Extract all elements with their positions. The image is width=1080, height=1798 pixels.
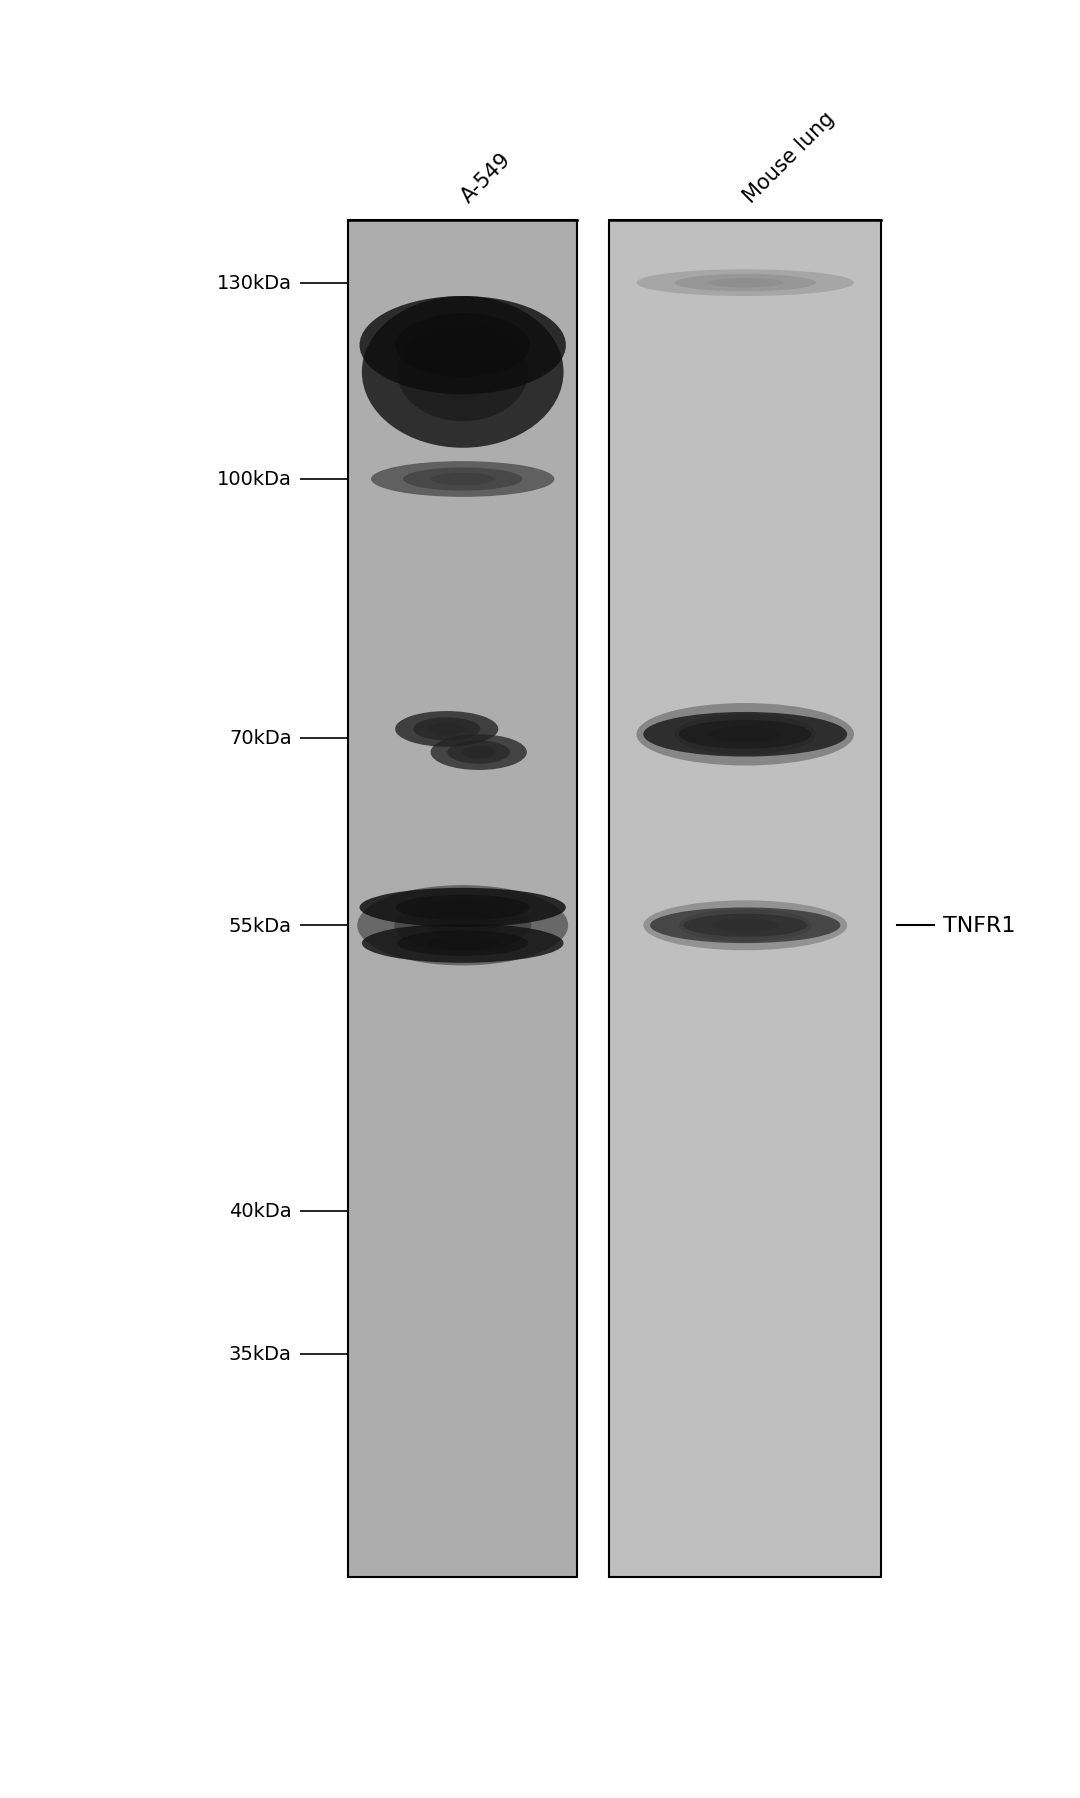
Ellipse shape <box>362 924 564 964</box>
Ellipse shape <box>710 917 781 935</box>
Ellipse shape <box>462 746 496 759</box>
Ellipse shape <box>679 910 811 942</box>
Ellipse shape <box>447 741 510 764</box>
Ellipse shape <box>710 726 781 743</box>
Ellipse shape <box>707 725 783 746</box>
Ellipse shape <box>431 735 527 771</box>
Ellipse shape <box>650 908 840 944</box>
Ellipse shape <box>360 297 566 396</box>
Ellipse shape <box>712 919 779 931</box>
Ellipse shape <box>675 275 815 293</box>
Ellipse shape <box>675 714 815 755</box>
Ellipse shape <box>431 473 495 485</box>
Ellipse shape <box>395 315 530 378</box>
Ellipse shape <box>644 901 847 951</box>
Text: 35kDa: 35kDa <box>229 1345 292 1363</box>
Ellipse shape <box>644 712 847 757</box>
Ellipse shape <box>362 297 564 448</box>
Ellipse shape <box>684 913 807 937</box>
Ellipse shape <box>395 895 530 921</box>
Ellipse shape <box>403 467 523 491</box>
Ellipse shape <box>360 888 566 928</box>
Ellipse shape <box>357 886 568 966</box>
Ellipse shape <box>426 912 500 940</box>
Ellipse shape <box>636 703 854 766</box>
Text: 70kDa: 70kDa <box>229 728 292 748</box>
Text: TNFR1: TNFR1 <box>943 915 1015 935</box>
Ellipse shape <box>636 270 854 297</box>
Ellipse shape <box>414 717 481 741</box>
Ellipse shape <box>397 931 528 957</box>
Text: A-549: A-549 <box>457 149 515 207</box>
Ellipse shape <box>397 324 528 423</box>
Text: 55kDa: 55kDa <box>229 917 292 935</box>
Ellipse shape <box>428 347 498 399</box>
Bar <box>348 221 578 1577</box>
Text: 100kDa: 100kDa <box>217 471 292 489</box>
Ellipse shape <box>372 462 554 498</box>
Ellipse shape <box>428 937 498 951</box>
Ellipse shape <box>429 723 464 735</box>
Ellipse shape <box>427 901 499 915</box>
Ellipse shape <box>679 721 811 750</box>
Text: 40kDa: 40kDa <box>229 1201 292 1221</box>
Ellipse shape <box>427 329 499 363</box>
Text: 130kDa: 130kDa <box>217 273 292 293</box>
Ellipse shape <box>394 899 531 951</box>
Text: Mouse lung: Mouse lung <box>740 108 838 207</box>
Bar <box>609 221 881 1577</box>
Ellipse shape <box>707 279 783 288</box>
Ellipse shape <box>395 712 498 748</box>
